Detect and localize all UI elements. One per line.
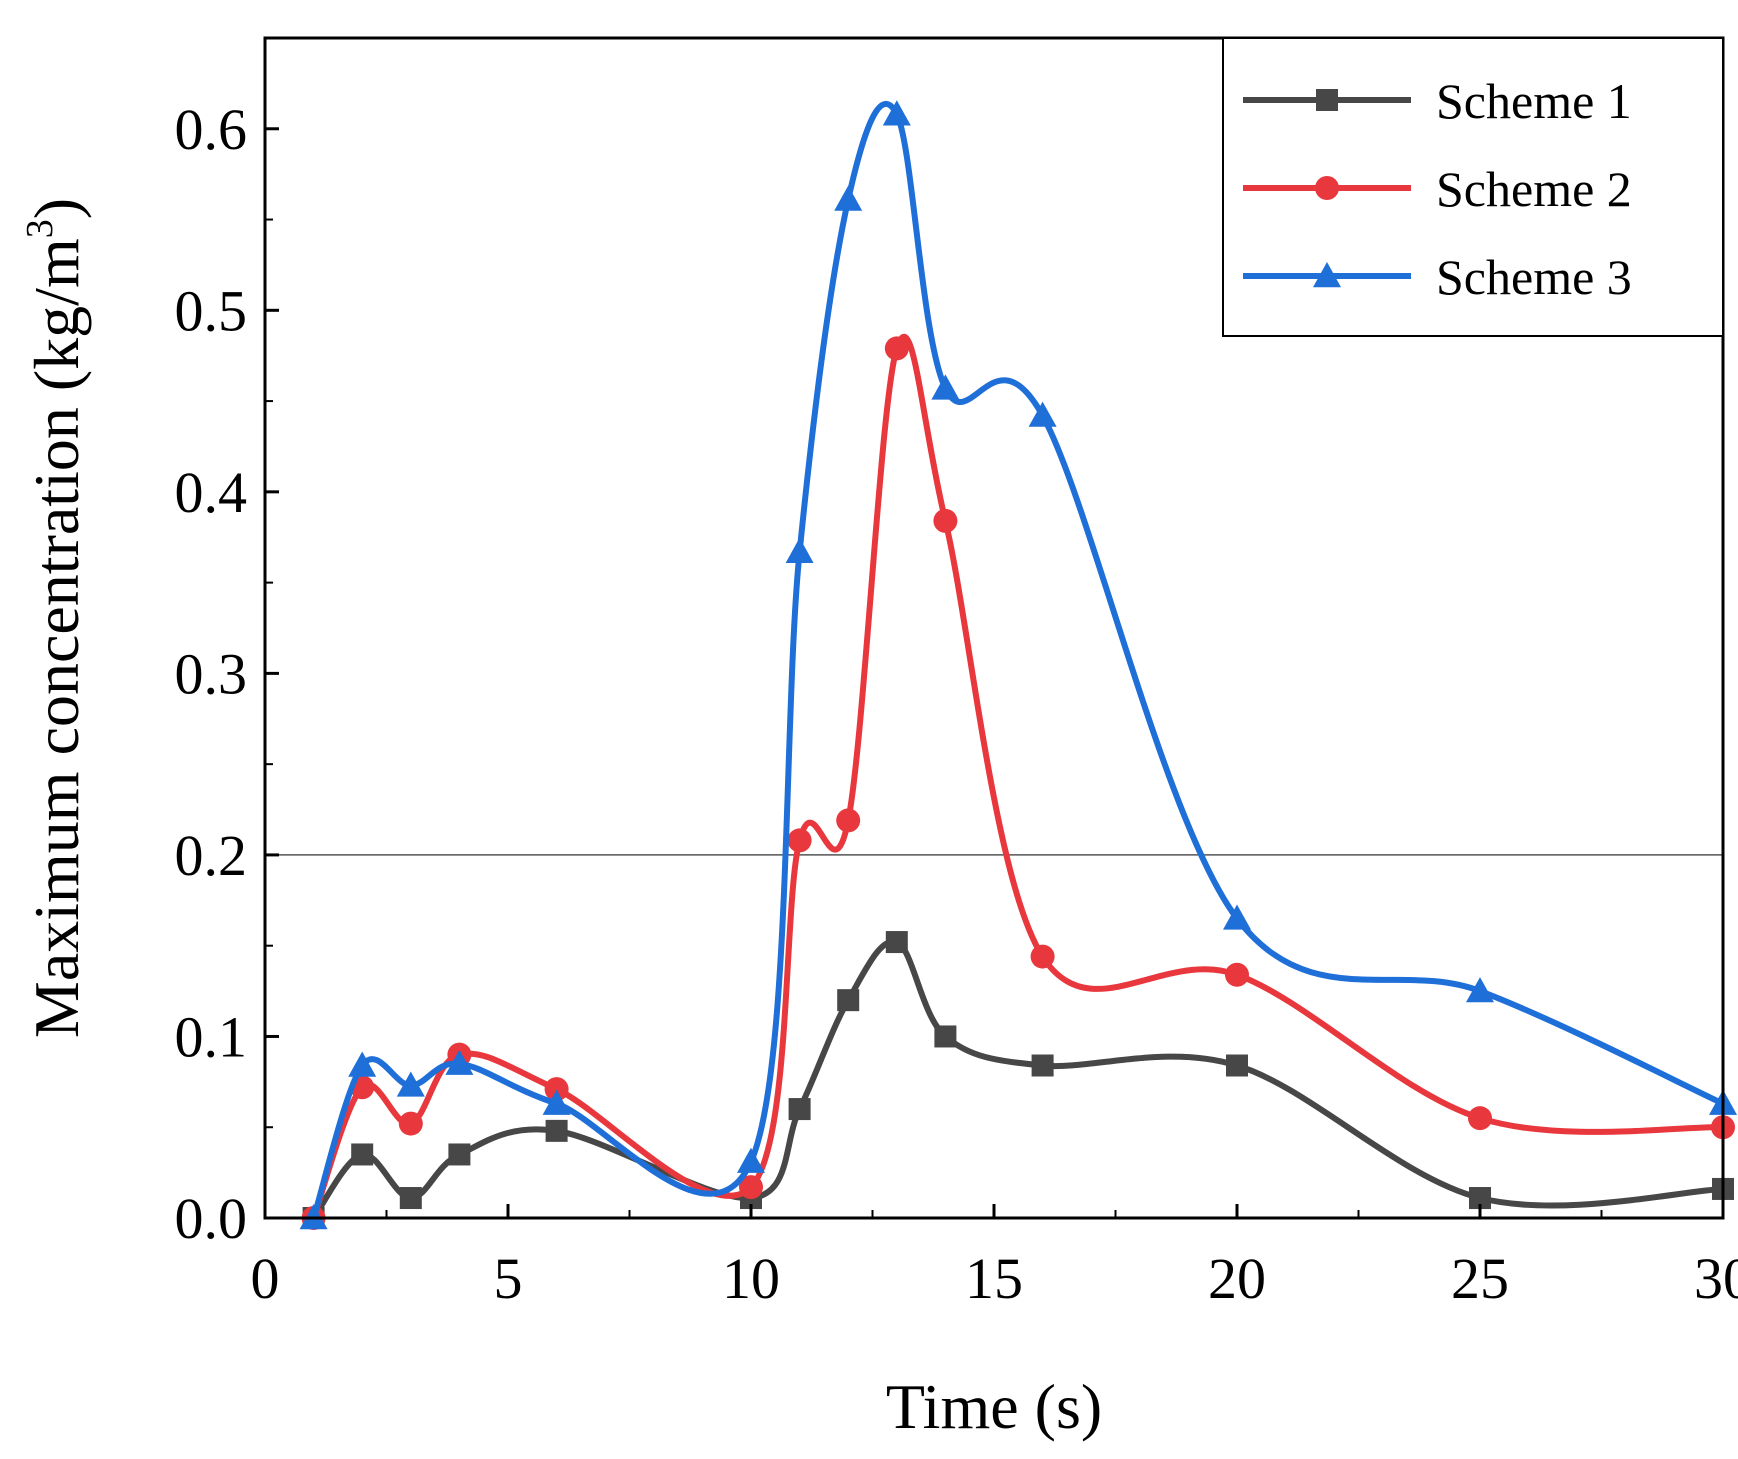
x-tick-label: 30 bbox=[1694, 1246, 1738, 1311]
legend-label: Scheme 3 bbox=[1436, 249, 1632, 305]
x-tick-label: 10 bbox=[722, 1246, 780, 1311]
legend-item-2: Scheme 2 bbox=[1243, 161, 1632, 217]
data-point bbox=[836, 808, 861, 833]
y-tick-label: 0.1 bbox=[175, 1004, 248, 1069]
data-point bbox=[545, 1119, 568, 1142]
y-tick-label: 0.3 bbox=[175, 641, 248, 706]
x-tick-label: 15 bbox=[965, 1246, 1023, 1311]
data-point bbox=[1225, 962, 1249, 987]
y-axis-title-main: Maximum concentration (kg/m bbox=[21, 238, 92, 1038]
data-point bbox=[931, 374, 960, 400]
data-point bbox=[788, 1098, 811, 1121]
data-point bbox=[399, 1187, 422, 1210]
legend-marker bbox=[1315, 176, 1339, 200]
data-point bbox=[1226, 1054, 1248, 1077]
data-point bbox=[882, 100, 911, 126]
series-3 bbox=[299, 100, 1737, 1230]
y-axis-title-superscript: 3 bbox=[19, 219, 61, 238]
series-layer bbox=[299, 100, 1737, 1230]
legend-item-1: Scheme 1 bbox=[1243, 73, 1632, 129]
y-tick-label: 0.4 bbox=[175, 460, 248, 525]
legend-marker bbox=[1316, 89, 1338, 111]
legend-items: Scheme 1 Scheme 2 Scheme 3 bbox=[1243, 73, 1632, 305]
x-tick-label: 20 bbox=[1208, 1246, 1266, 1311]
data-point bbox=[785, 537, 814, 563]
data-point bbox=[1469, 1187, 1491, 1210]
x-axis-title: Time (s) bbox=[886, 1371, 1102, 1442]
x-tick-label: 0 bbox=[251, 1246, 280, 1311]
data-point bbox=[933, 508, 958, 533]
legend-label: Scheme 2 bbox=[1436, 161, 1632, 217]
data-point bbox=[1028, 401, 1057, 427]
data-point bbox=[885, 931, 908, 954]
data-point bbox=[934, 1025, 957, 1048]
y-axis-title-close: ) bbox=[21, 198, 92, 219]
y-tick-label: 0.5 bbox=[175, 278, 248, 343]
legend-marker bbox=[1313, 262, 1341, 288]
data-point bbox=[398, 1111, 423, 1136]
data-point bbox=[1031, 1054, 1054, 1077]
y-tick-label: 0.2 bbox=[175, 823, 248, 888]
data-point bbox=[348, 1051, 377, 1077]
legend-item-3: Scheme 3 bbox=[1243, 249, 1632, 305]
data-point bbox=[1223, 904, 1251, 930]
data-point bbox=[884, 336, 909, 361]
data-point bbox=[837, 989, 860, 1012]
x-tick-label: 25 bbox=[1451, 1246, 1509, 1311]
data-point bbox=[351, 1143, 374, 1166]
x-tick-label: 5 bbox=[494, 1246, 523, 1311]
legend: Scheme 1 Scheme 2 Scheme 3 bbox=[1222, 37, 1724, 337]
y-tick-label: 0.6 bbox=[175, 97, 248, 162]
data-point bbox=[739, 1175, 763, 1200]
data-point bbox=[445, 1049, 474, 1075]
data-point bbox=[1466, 977, 1494, 1003]
data-point bbox=[542, 1089, 571, 1115]
data-point bbox=[834, 185, 863, 211]
legend-label: Scheme 1 bbox=[1436, 73, 1632, 129]
y-tick-label: 0.0 bbox=[175, 1186, 248, 1251]
data-point bbox=[1468, 1106, 1492, 1131]
data-point bbox=[396, 1071, 425, 1097]
data-point bbox=[1030, 944, 1055, 969]
data-point bbox=[544, 1077, 569, 1102]
data-point bbox=[448, 1143, 471, 1166]
axis-ticks: 0 5 10 15 20 25 30 0.0 0.1 0.2 0.3 0.4 0.5 0.6 bbox=[175, 37, 1738, 1311]
y-axis-title: Maximum concentration (kg/m3) bbox=[19, 198, 92, 1038]
data-point bbox=[737, 1147, 765, 1173]
data-point bbox=[787, 828, 812, 853]
